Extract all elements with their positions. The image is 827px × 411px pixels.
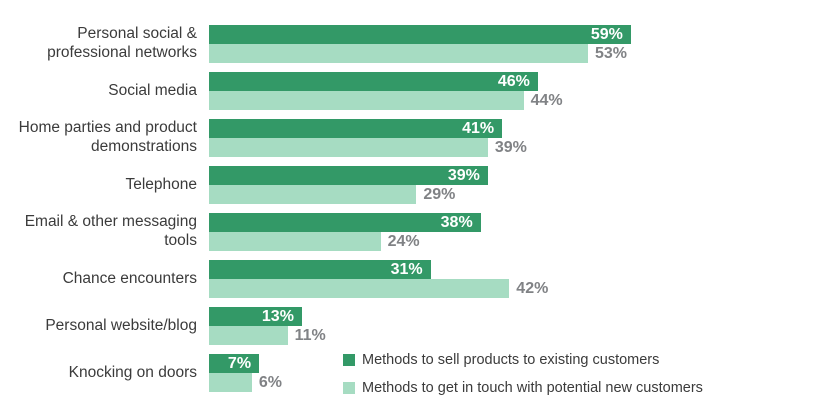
bar-value-label: 39% xyxy=(447,166,480,184)
legend-item-new-customers: Methods to get in touch with potential n… xyxy=(343,380,703,396)
category-label: Personal social & professional networks xyxy=(47,25,197,61)
chart-row: Personal website/blog 13% 11% xyxy=(0,307,631,345)
bar-value-label: 11% xyxy=(294,326,326,344)
bar-existing-customers: 41% xyxy=(209,119,503,138)
legend-swatch-light-green xyxy=(343,382,355,394)
bar-existing-customers: 39% xyxy=(209,166,488,185)
bar-new-customers xyxy=(209,138,488,157)
legend-label-new-customers: Methods to get in touch with potential n… xyxy=(362,380,703,396)
chart-row: Chance encounters 31% 42% xyxy=(0,260,631,298)
bar-value-label: 38% xyxy=(440,213,473,231)
bar-line: 29% xyxy=(209,185,488,204)
bar-existing-customers: 13% xyxy=(209,307,302,326)
bar-value-label: 59% xyxy=(590,25,623,43)
bar-line: 6% xyxy=(209,373,282,392)
chart-row: Home parties and product demonstrations 4… xyxy=(0,119,631,157)
bar-value-label: 46% xyxy=(497,72,530,90)
bar-group: 59% 53% xyxy=(209,25,631,63)
chart-rows: Personal social & professional networks 5… xyxy=(0,25,631,401)
bar-line: 7% xyxy=(209,354,282,373)
category-label: Telephone xyxy=(125,175,197,193)
bar-new-customers xyxy=(209,91,524,110)
bar-line: 11% xyxy=(209,326,326,345)
bar-value-label: 44% xyxy=(530,91,563,109)
bar-group: 38% 24% xyxy=(209,213,481,251)
bar-existing-customers: 59% xyxy=(209,25,631,44)
category-label: Social media xyxy=(108,81,197,99)
bar-group: 39% 29% xyxy=(209,166,488,204)
bar-value-label: 41% xyxy=(462,119,495,137)
chart-row: Telephone 39% 29% xyxy=(0,166,631,204)
bar-existing-customers: 38% xyxy=(209,213,481,232)
chart-row: Knocking on doors 7% 6% xyxy=(0,354,631,392)
category-label: Personal website/blog xyxy=(45,316,197,334)
bar-line: 13% xyxy=(209,307,326,326)
bar-value-label: 31% xyxy=(390,260,423,278)
bar-line: 38% xyxy=(209,213,481,232)
bar-new-customers xyxy=(209,373,252,392)
legend-label-existing-customers: Methods to sell products to existing cus… xyxy=(362,352,660,368)
bar-line: 39% xyxy=(209,138,527,157)
bar-new-customers xyxy=(209,44,588,63)
bar-line: 42% xyxy=(209,279,548,298)
bar-new-customers xyxy=(209,279,510,298)
bar-value-label: 53% xyxy=(594,44,627,62)
bar-line: 31% xyxy=(209,260,548,279)
bar-new-customers xyxy=(209,185,417,204)
legend: Methods to sell products to existing cus… xyxy=(343,352,703,408)
bar-existing-customers: 7% xyxy=(209,354,260,373)
bar-existing-customers: 46% xyxy=(209,72,538,91)
bar-group: 13% 11% xyxy=(209,307,326,345)
category-label: Email & other messaging tools xyxy=(24,213,197,249)
bar-group: 41% 39% xyxy=(209,119,527,157)
bar-line: 24% xyxy=(209,232,481,251)
category-label: Home parties and product demonstrations xyxy=(18,119,197,155)
chart-row: Email & other messaging tools 38% 24% xyxy=(0,213,631,251)
bar-group: 46% 44% xyxy=(209,72,563,110)
bar-line: 53% xyxy=(209,44,631,63)
bar-line: 39% xyxy=(209,166,488,185)
legend-item-existing-customers: Methods to sell products to existing cus… xyxy=(343,352,703,368)
bar-value-label: 39% xyxy=(494,138,527,156)
legend-swatch-dark-green xyxy=(343,354,355,366)
bar-line: 41% xyxy=(209,119,527,138)
bar-existing-customers: 31% xyxy=(209,260,431,279)
bar-value-label: 6% xyxy=(258,373,283,391)
category-label: Knocking on doors xyxy=(68,363,197,381)
chart-row: Personal social & professional networks 5… xyxy=(0,25,631,63)
bar-value-label: 42% xyxy=(516,279,549,297)
bar-value-label: 29% xyxy=(423,185,456,203)
bar-value-label: 13% xyxy=(261,307,294,325)
bar-group: 31% 42% xyxy=(209,260,548,298)
category-label: Chance encounters xyxy=(62,269,197,287)
bar-group: 7% 6% xyxy=(209,354,282,392)
bar-new-customers xyxy=(209,326,288,345)
bar-new-customers xyxy=(209,232,381,251)
chart-row: Social media 46% 44% xyxy=(0,72,631,110)
bar-line: 44% xyxy=(209,91,563,110)
bar-line: 46% xyxy=(209,72,563,91)
bar-value-label: 24% xyxy=(387,232,420,250)
bar-value-label: 7% xyxy=(227,354,252,372)
bar-line: 59% xyxy=(209,25,631,44)
